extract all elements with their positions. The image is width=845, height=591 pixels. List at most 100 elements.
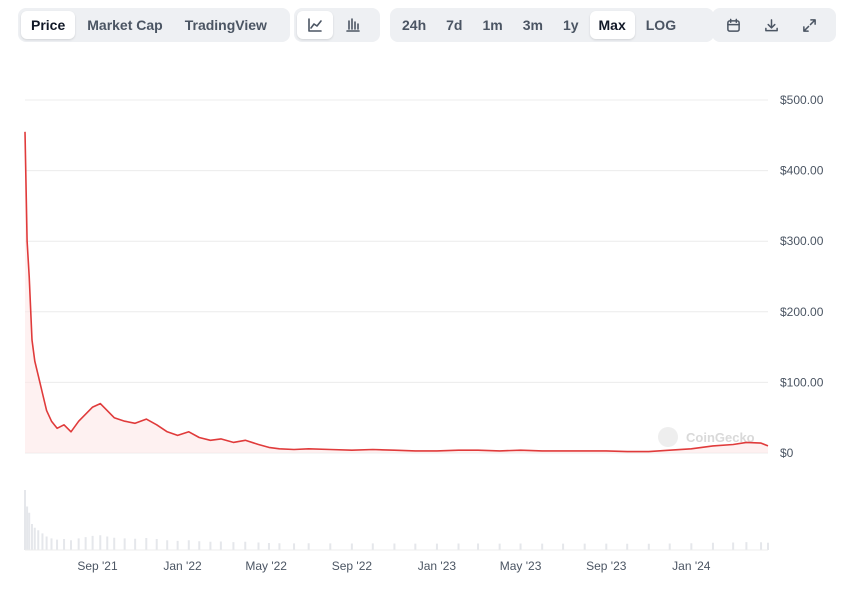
volume-bar xyxy=(457,543,460,550)
line-chart-icon xyxy=(307,17,323,33)
tab-market-cap[interactable]: Market Cap xyxy=(87,17,163,33)
y-tick-label: $300.00 xyxy=(780,234,824,248)
calendar-button[interactable] xyxy=(715,11,751,39)
volume-bar xyxy=(350,543,353,550)
y-tick-label: $0 xyxy=(780,446,794,460)
x-tick-label: Jan '24 xyxy=(672,559,711,573)
volume-bar xyxy=(198,541,201,550)
watermark-text: CoinGecko xyxy=(686,430,755,445)
x-tick-label: Sep '23 xyxy=(586,559,627,573)
volume-bar xyxy=(583,543,586,550)
volume-bar xyxy=(37,530,40,550)
coingecko-watermark: CoinGecko xyxy=(658,427,755,447)
volume-bar xyxy=(99,535,102,550)
volume-bar xyxy=(123,538,126,550)
candlestick-chart-icon xyxy=(345,17,361,33)
volume-bar xyxy=(267,543,270,550)
volume-bar xyxy=(187,540,190,550)
volume-bar xyxy=(155,539,158,550)
volume-bar xyxy=(477,543,480,550)
volume-bar xyxy=(63,539,66,550)
volume-bar xyxy=(257,542,260,550)
range-24h[interactable]: 24h xyxy=(402,17,427,33)
price-chart-svg: $500.00 $400.00 $300.00 $200.00 $100.00 $0 Coi… xyxy=(24,93,824,573)
x-tick-label: May '23 xyxy=(500,559,542,573)
volume-bar xyxy=(278,543,281,550)
volume-bar xyxy=(435,543,438,550)
expand-button[interactable] xyxy=(791,11,827,39)
x-tick-label: Sep '21 xyxy=(77,559,118,573)
x-tick-label: Jan '23 xyxy=(418,559,457,573)
chart-toolbar: Price Market Cap TradingView 24h 7d 1m 3m 1y Ma… xyxy=(0,6,845,46)
volume-bar xyxy=(371,543,374,550)
volume-bar xyxy=(498,543,501,550)
volume-bar xyxy=(41,533,44,550)
view-tabs: Price Market Cap TradingView xyxy=(18,8,290,42)
range-1m[interactable]: 1m xyxy=(482,17,503,33)
volume-bar xyxy=(605,543,608,550)
tab-tradingview[interactable]: TradingView xyxy=(184,17,267,33)
volume-bar xyxy=(45,536,48,550)
volume-bar xyxy=(414,543,417,550)
volume-bar xyxy=(28,512,31,550)
range-max[interactable]: Max xyxy=(589,11,635,39)
volume-bar xyxy=(84,537,87,550)
volume-bar xyxy=(209,541,212,550)
time-range-tabs: 24h 7d 1m 3m 1y Max LOG xyxy=(390,8,714,42)
coingecko-logo-icon xyxy=(658,427,678,447)
tab-price[interactable]: Price xyxy=(21,11,76,39)
download-button[interactable] xyxy=(753,11,789,39)
x-tick-label: May '22 xyxy=(245,559,287,573)
calendar-icon xyxy=(726,18,741,33)
expand-icon xyxy=(802,18,817,33)
volume-bar xyxy=(647,543,650,550)
chart-actions xyxy=(712,8,836,42)
x-tick-label: Sep '22 xyxy=(332,559,373,573)
volume-bar xyxy=(33,527,36,550)
volume-bar xyxy=(329,543,332,550)
volume-bar xyxy=(30,524,33,550)
y-tick-label: $500.00 xyxy=(780,93,824,107)
chart-type-toggle xyxy=(294,8,380,42)
price-chart[interactable]: $500.00 $400.00 $300.00 $200.00 $100.00 $0 Coi… xyxy=(0,60,845,586)
volume-bar xyxy=(50,538,53,550)
volume-bar xyxy=(519,543,522,550)
volume-bar xyxy=(307,543,310,550)
volume-bar xyxy=(113,537,116,550)
volume-bar xyxy=(166,540,169,550)
volume-bar xyxy=(668,543,671,550)
candlestick-chart-button[interactable] xyxy=(335,11,371,39)
volume-bar xyxy=(134,538,137,550)
range-log[interactable]: LOG xyxy=(645,17,677,33)
x-tick-label: Jan '22 xyxy=(163,559,202,573)
volume-bar xyxy=(145,538,148,550)
volume-bars xyxy=(24,490,769,550)
volume-bar xyxy=(293,543,296,550)
y-tick-label: $400.00 xyxy=(780,164,824,178)
volume-bar xyxy=(70,540,73,550)
line-chart-button[interactable] xyxy=(297,11,333,39)
volume-bar xyxy=(176,540,179,550)
volume-bar xyxy=(760,542,763,550)
volume-bar xyxy=(219,541,222,550)
volume-bar xyxy=(562,543,565,550)
range-1y[interactable]: 1y xyxy=(562,17,579,33)
volume-bar xyxy=(106,536,109,550)
volume-bar xyxy=(626,543,629,550)
price-line[interactable] xyxy=(24,131,769,453)
volume-bar xyxy=(26,506,29,550)
volume-bar xyxy=(24,490,26,550)
download-icon xyxy=(764,18,779,33)
y-tick-label: $100.00 xyxy=(780,375,824,389)
range-7d[interactable]: 7d xyxy=(446,17,463,33)
volume-bar xyxy=(690,543,693,550)
y-tick-label: $200.00 xyxy=(780,305,824,319)
range-3m[interactable]: 3m xyxy=(522,17,543,33)
volume-bar xyxy=(232,542,235,550)
volume-bar xyxy=(732,542,735,550)
volume-bar xyxy=(56,539,59,550)
volume-bar xyxy=(767,542,769,550)
volume-bar xyxy=(77,538,80,550)
volume-bar xyxy=(244,541,247,550)
volume-bar xyxy=(745,542,748,550)
